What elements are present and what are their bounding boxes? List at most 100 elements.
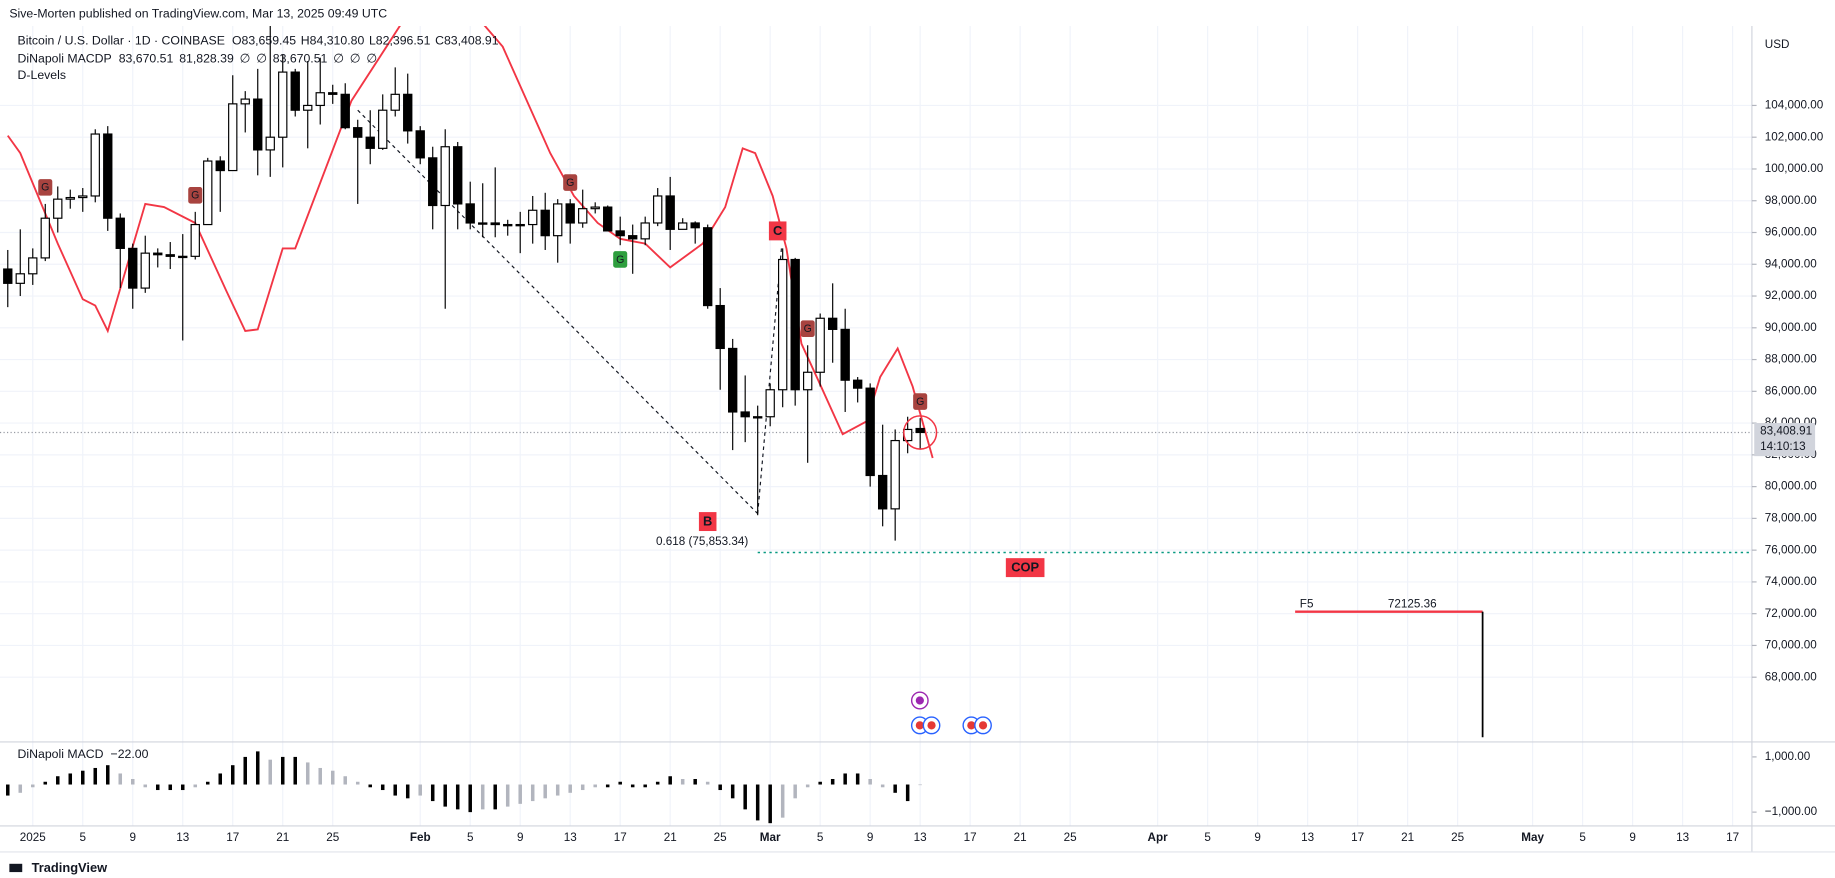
candle-body	[115, 217, 125, 249]
macd-bar	[630, 784, 635, 788]
event-icon-dot	[915, 721, 924, 730]
x-tick-label: 17	[964, 831, 977, 844]
macd-bar	[905, 784, 910, 802]
macd-bar	[168, 784, 173, 791]
macd-bar	[893, 784, 897, 793]
candle-body	[3, 268, 13, 284]
macd-bar	[555, 784, 560, 796]
x-tick-label: 17	[1726, 831, 1739, 844]
candle-body	[790, 258, 800, 391]
macd-bar	[768, 784, 772, 824]
x-tick-label: 21	[276, 831, 289, 844]
candle-body	[440, 146, 450, 207]
axes	[0, 26, 1835, 853]
x-tick-label: 5	[80, 831, 87, 844]
candle-body	[640, 222, 650, 240]
candle-body	[765, 389, 775, 418]
macd-bar	[655, 781, 660, 785]
candle-body	[28, 257, 38, 275]
macd-bar	[218, 773, 223, 785]
y-tick-label: 92,000.00	[1765, 289, 1817, 302]
annotation-text: C	[773, 223, 782, 238]
y-tick-label: 74,000.00	[1765, 575, 1817, 588]
macd-bar	[518, 784, 522, 804]
signal-marker	[913, 393, 928, 410]
y-tick-label: 72,000.00	[1765, 607, 1817, 620]
candle-body	[715, 304, 725, 350]
x-tick-label: 9	[1254, 831, 1261, 844]
main-pane: 0.618 (75,853.34) F5 72125.36 G G G G G G B C COP	[0, 26, 1752, 738]
ohlc-key: H	[301, 34, 310, 48]
candle-body	[253, 98, 263, 151]
candle-body	[740, 411, 750, 418]
macd-bar	[493, 784, 497, 810]
macd-tick-label: −1,000.00	[1765, 805, 1818, 818]
y-tick-label: 100,000.00	[1765, 162, 1824, 175]
x-tick-label: 9	[130, 831, 137, 844]
logo-mark	[9, 863, 23, 873]
macd-bar	[843, 773, 847, 785]
macd-bar	[343, 776, 347, 785]
target-value: 72125.36	[1388, 598, 1437, 611]
candle-body	[378, 109, 388, 149]
candle-body	[15, 273, 25, 284]
macd-bar	[693, 778, 697, 785]
indicator-value: 83,670.51	[119, 51, 174, 65]
x-tick-label: 21	[664, 831, 677, 844]
event-icon-dot	[978, 721, 988, 730]
event-icon-dot	[927, 721, 936, 730]
macd-bar	[380, 784, 385, 791]
candle-body	[415, 130, 425, 159]
candle-body	[140, 252, 150, 289]
annotation-box	[768, 221, 787, 241]
macd-bar	[805, 784, 810, 788]
indicator-value: ∅	[333, 51, 344, 65]
x-tick-label: 9	[517, 831, 524, 844]
candle-body	[802, 371, 813, 391]
candle-body	[728, 347, 738, 413]
candle-body	[665, 195, 675, 230]
highlight-circle	[903, 415, 938, 450]
ohlc-value: 82,396.51	[376, 34, 431, 48]
candle-body	[653, 195, 663, 224]
macd-title: DiNapoli MACD	[18, 747, 104, 761]
ohlc-key: L	[369, 34, 376, 48]
macd-bar	[131, 778, 135, 785]
candle-body	[590, 206, 600, 210]
y-tick-label: 94,000.00	[1765, 257, 1817, 270]
candle-body	[565, 203, 575, 224]
candle-body	[840, 328, 850, 381]
macd-bar	[205, 781, 210, 785]
candle-body	[315, 92, 325, 107]
macd-bar	[143, 784, 148, 788]
candle-body	[40, 217, 50, 259]
x-tick-label: 25	[1064, 831, 1077, 844]
macd-bar	[6, 784, 10, 796]
candle-body	[178, 255, 188, 259]
x-tick-label: Feb	[410, 831, 431, 844]
macd-bar	[280, 756, 285, 785]
macd-bar	[530, 784, 535, 802]
annotation-box	[1005, 558, 1045, 578]
indicator-value: ∅	[366, 51, 377, 65]
x-tick-label: 2025	[20, 831, 46, 844]
macd-bar	[730, 784, 735, 799]
trend-drawing	[757, 248, 783, 514]
candle-body	[365, 136, 375, 149]
ohlc-value: 84,310.80	[310, 34, 365, 48]
y-tick-label: 86,000.00	[1765, 384, 1817, 397]
candle-body	[827, 317, 838, 330]
macd-bar	[830, 778, 835, 785]
macd-bar	[268, 759, 272, 785]
signal-marker	[563, 174, 578, 191]
macd-bar	[155, 784, 160, 791]
candle-body	[852, 379, 863, 389]
y-tick-label: 98,000.00	[1765, 194, 1817, 207]
candle-body	[240, 98, 250, 105]
annotation-text: COP	[1011, 560, 1039, 575]
candle-body	[403, 93, 413, 132]
dlevels: D-Levels	[18, 68, 66, 82]
macd-bar	[868, 778, 872, 785]
